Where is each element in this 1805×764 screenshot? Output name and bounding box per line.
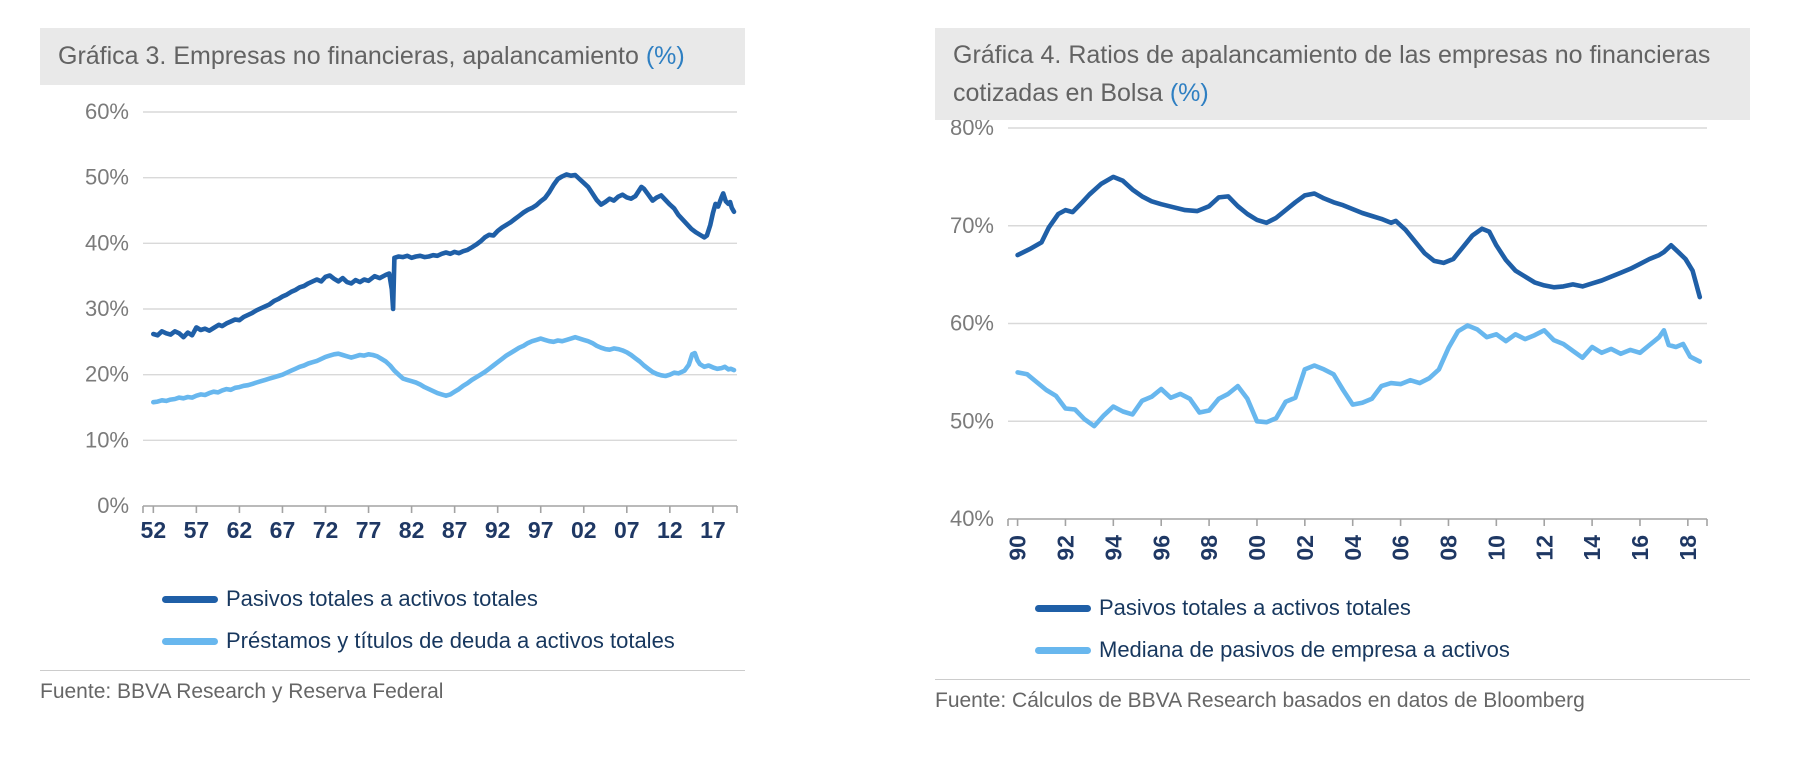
panel-grafica-4: Gráfica 4. Ratios de apalancamiento de l… bbox=[935, 28, 1750, 713]
svg-text:87: 87 bbox=[442, 517, 468, 543]
svg-text:97: 97 bbox=[528, 517, 554, 543]
svg-text:00: 00 bbox=[1244, 535, 1270, 561]
svg-text:92: 92 bbox=[485, 517, 511, 543]
svg-text:57: 57 bbox=[184, 517, 210, 543]
svg-text:08: 08 bbox=[1436, 535, 1462, 561]
legend-swatch-light-blue bbox=[162, 637, 218, 645]
svg-text:20%: 20% bbox=[85, 362, 129, 387]
chart-title-grafica-4: Gráfica 4. Ratios de apalancamiento de l… bbox=[935, 28, 1750, 120]
svg-text:02: 02 bbox=[1292, 535, 1318, 561]
legend-item: Mediana de pasivos de empresa a activos bbox=[1035, 637, 1750, 663]
svg-text:96: 96 bbox=[1148, 535, 1174, 561]
svg-text:10%: 10% bbox=[85, 427, 129, 452]
source-divider bbox=[40, 670, 745, 671]
source-divider bbox=[935, 679, 1750, 680]
svg-text:62: 62 bbox=[227, 517, 253, 543]
svg-text:70%: 70% bbox=[950, 213, 994, 238]
legend-label: Pasivos totales a activos totales bbox=[1099, 595, 1411, 620]
svg-text:98: 98 bbox=[1196, 535, 1222, 561]
svg-text:90: 90 bbox=[1005, 535, 1031, 561]
legend-swatch-dark-blue bbox=[1035, 604, 1091, 612]
chart-title-text: Gráfica 3. Empresas no financieras, apal… bbox=[58, 42, 639, 70]
legend-swatch-light-blue bbox=[1035, 646, 1091, 654]
legend-item: Pasivos totales a activos totales bbox=[162, 586, 745, 612]
svg-text:02: 02 bbox=[571, 517, 597, 543]
legend-label: Préstamos y títulos de deuda a activos t… bbox=[226, 628, 675, 653]
legend-swatch-dark-blue bbox=[162, 595, 218, 603]
legend-grafica-3: Pasivos totales a activos totales Présta… bbox=[162, 586, 745, 654]
svg-text:30%: 30% bbox=[85, 296, 129, 321]
line-chart-grafica-4: 40% 50% 60% 70% 80% 90 92 94 96 98 00 02 04 06 08 10 12 1… bbox=[950, 115, 1708, 561]
svg-text:18: 18 bbox=[1675, 535, 1701, 561]
svg-text:14: 14 bbox=[1579, 535, 1605, 561]
chart-title-grafica-3: Gráfica 3. Empresas no financieras, apal… bbox=[40, 28, 745, 85]
svg-text:60%: 60% bbox=[85, 99, 129, 124]
panel-grafica-3: Gráfica 3. Empresas no financieras, apal… bbox=[40, 28, 745, 704]
line-chart-grafica-3: 0% 10% 20% 30% 40% 50% 60% 52 57 62 67 72 77 82 87 92 97… bbox=[85, 99, 738, 543]
svg-text:82: 82 bbox=[399, 517, 425, 543]
svg-text:04: 04 bbox=[1340, 535, 1366, 561]
svg-text:94: 94 bbox=[1100, 535, 1126, 561]
svg-text:40%: 40% bbox=[950, 506, 994, 531]
svg-text:07: 07 bbox=[614, 517, 640, 543]
svg-text:12: 12 bbox=[657, 517, 683, 543]
svg-text:10: 10 bbox=[1483, 535, 1509, 561]
svg-text:92: 92 bbox=[1053, 535, 1079, 561]
chart-title-percent-suffix: (%) bbox=[1169, 79, 1209, 107]
source-text: Fuente: Cálculos de BBVA Research basado… bbox=[935, 689, 1585, 712]
svg-text:17: 17 bbox=[700, 517, 726, 543]
svg-text:52: 52 bbox=[141, 517, 167, 543]
svg-text:67: 67 bbox=[270, 517, 296, 543]
chart-title-text: Gráfica 4. Ratios de apalancamiento de l… bbox=[953, 41, 1711, 107]
svg-text:16: 16 bbox=[1627, 535, 1653, 561]
legend-label: Mediana de pasivos de empresa a activos bbox=[1099, 637, 1510, 662]
svg-text:60%: 60% bbox=[950, 311, 994, 336]
svg-text:50%: 50% bbox=[950, 408, 994, 433]
svg-text:77: 77 bbox=[356, 517, 382, 543]
svg-text:0%: 0% bbox=[97, 493, 129, 518]
svg-text:06: 06 bbox=[1388, 535, 1414, 561]
svg-text:72: 72 bbox=[313, 517, 339, 543]
legend-grafica-4: Pasivos totales a activos totales Median… bbox=[1035, 595, 1750, 663]
chart-title-percent-suffix: (%) bbox=[645, 42, 685, 70]
svg-text:40%: 40% bbox=[85, 230, 129, 255]
legend-item: Pasivos totales a activos totales bbox=[1035, 595, 1750, 621]
svg-text:50%: 50% bbox=[85, 165, 129, 190]
legend-item: Préstamos y títulos de deuda a activos t… bbox=[162, 628, 745, 654]
legend-label: Pasivos totales a activos totales bbox=[226, 586, 538, 611]
svg-text:80%: 80% bbox=[950, 120, 994, 140]
source-text: Fuente: BBVA Research y Reserva Federal bbox=[40, 680, 444, 703]
svg-text:12: 12 bbox=[1531, 535, 1557, 561]
